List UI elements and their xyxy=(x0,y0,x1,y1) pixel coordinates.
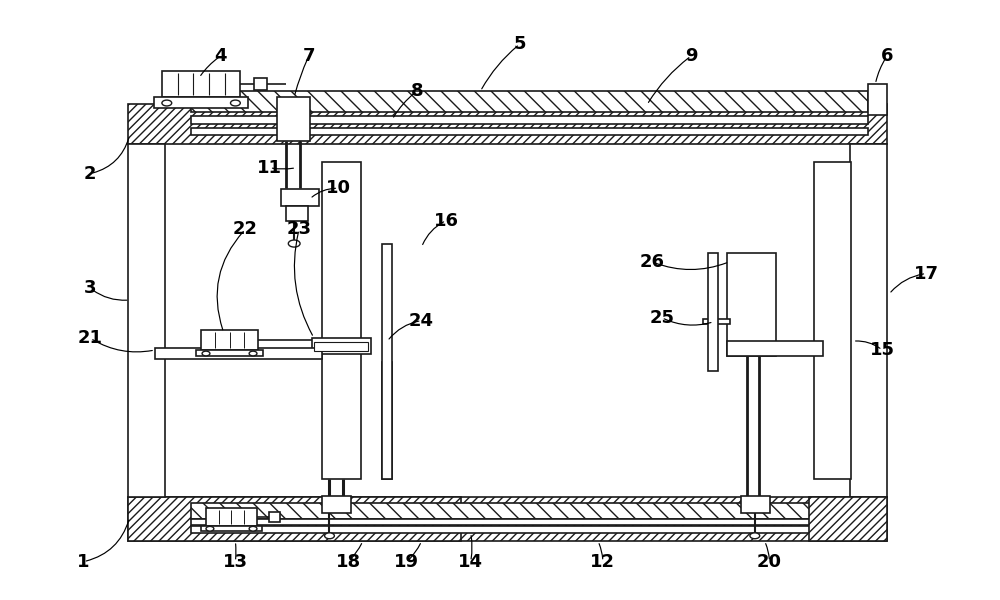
Bar xyxy=(191,519,818,525)
Text: 16: 16 xyxy=(434,212,459,230)
Bar xyxy=(312,338,371,354)
Bar xyxy=(201,526,262,531)
Bar xyxy=(128,144,165,497)
Bar xyxy=(868,84,887,115)
Bar xyxy=(128,104,887,144)
Text: 14: 14 xyxy=(458,553,483,571)
Text: 9: 9 xyxy=(685,47,697,65)
Text: 23: 23 xyxy=(287,220,312,238)
Text: 2: 2 xyxy=(84,164,97,182)
Text: 6: 6 xyxy=(881,47,893,65)
Bar xyxy=(154,97,248,108)
Text: 3: 3 xyxy=(84,279,97,297)
Bar xyxy=(727,253,776,356)
Bar xyxy=(741,496,770,513)
Text: 1: 1 xyxy=(77,553,90,571)
Bar xyxy=(191,503,818,519)
Circle shape xyxy=(249,351,257,356)
Bar xyxy=(277,97,310,141)
Bar xyxy=(322,162,361,479)
Bar xyxy=(128,497,887,541)
Bar xyxy=(162,71,240,97)
Text: 25: 25 xyxy=(649,308,674,326)
Bar xyxy=(727,341,823,356)
Text: 26: 26 xyxy=(639,253,664,271)
Bar xyxy=(206,508,257,526)
Bar xyxy=(382,244,392,479)
Text: 12: 12 xyxy=(590,553,615,571)
Text: 8: 8 xyxy=(410,82,423,100)
Bar xyxy=(155,348,322,359)
Bar xyxy=(809,497,887,541)
Bar xyxy=(269,512,280,521)
Bar xyxy=(322,496,351,513)
Circle shape xyxy=(288,240,300,247)
Circle shape xyxy=(750,533,760,539)
Bar xyxy=(286,206,308,221)
Bar xyxy=(191,526,818,533)
Text: 24: 24 xyxy=(409,311,434,329)
Text: 7: 7 xyxy=(303,47,315,65)
Bar xyxy=(191,128,868,136)
Text: 18: 18 xyxy=(336,553,361,571)
Circle shape xyxy=(162,100,172,106)
Bar xyxy=(382,362,392,479)
Bar xyxy=(254,78,267,90)
Text: 19: 19 xyxy=(394,553,419,571)
Text: 10: 10 xyxy=(326,179,351,197)
Bar xyxy=(850,144,887,497)
Bar xyxy=(201,330,258,350)
Text: 20: 20 xyxy=(757,553,782,571)
Bar xyxy=(128,497,461,541)
Bar xyxy=(191,91,868,112)
Bar xyxy=(703,319,730,323)
Circle shape xyxy=(325,533,334,539)
Circle shape xyxy=(230,100,240,106)
Text: 5: 5 xyxy=(513,35,526,53)
Text: 4: 4 xyxy=(214,47,227,65)
Circle shape xyxy=(249,526,257,531)
Bar xyxy=(314,342,368,351)
Bar xyxy=(196,350,263,356)
Text: 17: 17 xyxy=(914,265,939,283)
Bar xyxy=(814,162,851,479)
Bar xyxy=(708,253,718,371)
Bar xyxy=(191,116,868,124)
Bar xyxy=(281,190,319,206)
Text: 11: 11 xyxy=(257,158,282,176)
Text: 13: 13 xyxy=(223,553,248,571)
Text: 22: 22 xyxy=(233,220,258,238)
Circle shape xyxy=(206,526,214,531)
Text: 15: 15 xyxy=(870,341,895,359)
Circle shape xyxy=(202,351,210,356)
Text: 21: 21 xyxy=(78,329,103,347)
